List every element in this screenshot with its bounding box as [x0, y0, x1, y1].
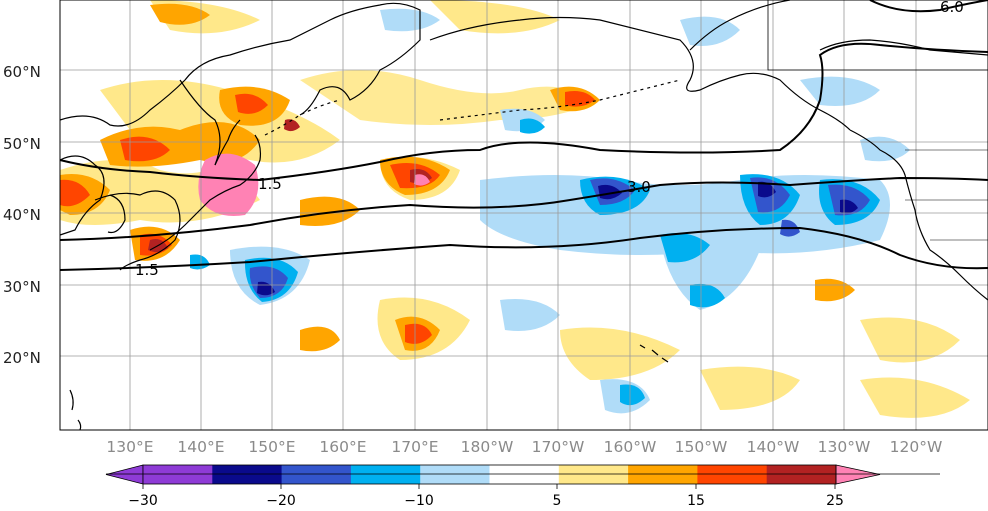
lon-label: 170°E: [391, 438, 438, 456]
map-border: [59, 0, 988, 431]
contour-label-3-0: 3.0: [627, 178, 651, 196]
lat-label-20n: 20°N: [3, 349, 41, 367]
colorbar-segment: [558, 465, 629, 484]
colorbar-outline: [142, 464, 837, 485]
lat-label-30n: 30°N: [3, 278, 41, 296]
contour-label-1-5-lower: 1.5: [135, 261, 159, 279]
colorbar-segment: [350, 465, 421, 484]
colorbar-segment: [420, 465, 490, 484]
lon-label: 140°E: [177, 438, 224, 456]
longitude-labels: 130°E 140°E 150°E 160°E 170°E 180°W 170°W 160°W…: [106, 438, 942, 456]
lon-label: 130°E: [106, 438, 153, 456]
colorbar-segment: [628, 465, 698, 484]
contour-1-5-upper: [59, 42, 988, 182]
colorbar-label-neg10: −10: [404, 493, 434, 509]
lon-label: 150°W: [675, 438, 728, 456]
colorbar-extend-left: [105, 464, 144, 485]
colorbar-segment: [489, 465, 560, 484]
colorbar-segment: [766, 465, 837, 484]
lon-label: 140°W: [747, 438, 800, 456]
colorbar-segment: [697, 465, 768, 484]
coastlines: [59, 0, 988, 431]
lon-label: 150°E: [248, 438, 295, 456]
colorbar-label-25: 25: [826, 493, 844, 509]
contour-3-0: [59, 176, 988, 241]
colorbar-extend-right: [835, 464, 881, 485]
colorbar-segment: [143, 465, 213, 484]
colorbar: −30 −20 −10 5 15 25: [105, 464, 940, 509]
lon-label: 170°W: [532, 438, 585, 456]
colorbar-label-neg20: −20: [266, 493, 296, 509]
contour-label-6-0: 6.0: [940, 0, 964, 16]
contour-label-1-5-upper: 1.5: [258, 175, 282, 193]
colorbar-segments: [105, 464, 881, 485]
latitude-labels: 60°N 50°N 40°N 30°N 20°N: [3, 63, 41, 367]
contour-6-0: [869, 0, 988, 13]
colorbar-segment: [281, 465, 352, 484]
contour-1-5-lower: [59, 226, 988, 271]
colorbar-segment: [212, 465, 283, 484]
lon-label: 180°W: [461, 438, 514, 456]
lat-label-60n: 60°N: [3, 63, 41, 81]
lat-label-50n: 50°N: [3, 135, 41, 153]
colorbar-label-neg30: −30: [128, 493, 158, 509]
colorbar-label-5: 5: [553, 493, 562, 509]
colorbar-ticks: [142, 484, 836, 489]
colorbar-label-15: 15: [687, 493, 705, 509]
lon-label: 160°E: [319, 438, 366, 456]
contour-labels: 3.0 1.5 1.5 6.0: [135, 0, 964, 279]
contours: [59, 0, 988, 271]
lon-label: 130°W: [818, 438, 871, 456]
lon-label: 120°W: [890, 438, 943, 456]
lat-label-40n: 40°N: [3, 206, 41, 224]
lon-label: 160°W: [604, 438, 657, 456]
